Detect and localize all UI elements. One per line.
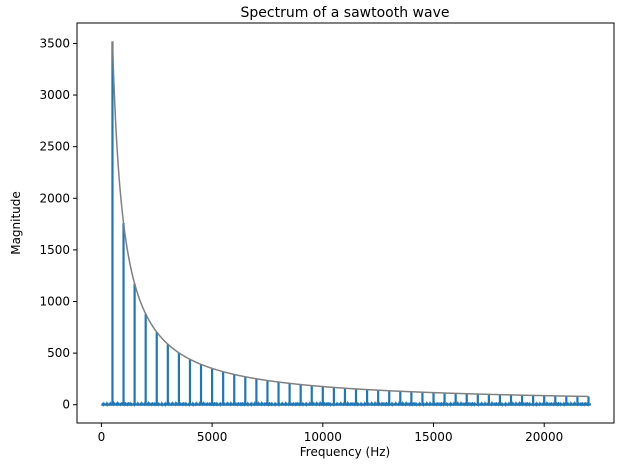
- plot-frame: [76, 22, 615, 424]
- y-tick-label: 1500: [39, 243, 70, 257]
- y-tick-label: 3500: [39, 36, 70, 50]
- chart-title: Spectrum of a sawtooth wave: [241, 5, 450, 21]
- y-tick-label: 1000: [39, 295, 70, 309]
- plot-layer: [101, 41, 592, 408]
- y-tick-label: 2500: [39, 140, 70, 154]
- y-tick-label: 3000: [39, 88, 70, 102]
- x-tick-label: 5000: [197, 430, 228, 444]
- y-tick-label: 500: [47, 346, 70, 360]
- x-tick-label: 20000: [525, 430, 563, 444]
- x-tick-label: 10000: [304, 430, 342, 444]
- y-tick-label: 2000: [39, 191, 70, 205]
- ticks-layer: 0 5000 10000 15000 20000 0 500 1000 1500 2000 2500…: [39, 36, 563, 444]
- x-axis-label: Frequency (Hz): [300, 445, 391, 459]
- y-axis-label: Magnitude: [9, 191, 23, 255]
- envelope-line: [111, 41, 589, 398]
- x-tick-label: 15000: [414, 430, 452, 444]
- y-tick-label: 0: [62, 398, 70, 412]
- x-tick-label: 0: [98, 430, 106, 444]
